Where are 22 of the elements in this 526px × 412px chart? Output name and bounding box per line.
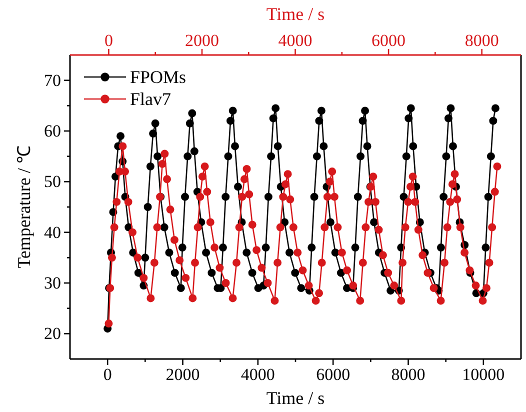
x-tick-label: 6000 <box>316 365 350 384</box>
y-tick-label: 20 <box>44 324 61 344</box>
y-tick-label: 60 <box>44 121 61 140</box>
y-axis-title: Temperature / ℃ <box>14 146 34 268</box>
x-tick-label: 2000 <box>166 365 200 384</box>
legend-label: Flav7 <box>130 89 172 109</box>
x-tick-label: 10000 <box>462 365 505 384</box>
x2-tick-label: 2000 <box>184 31 219 50</box>
x2-tick-label: 4000 <box>278 31 312 50</box>
x-tick-label: 0 <box>103 365 112 384</box>
x-axis-title: Time / s <box>266 388 325 408</box>
legend-label: FPOMs <box>130 67 186 87</box>
y-tick-label: 50 <box>44 172 61 192</box>
x2-tick-label: 6000 <box>372 31 406 50</box>
x-tick-label: 8000 <box>391 365 426 384</box>
y-tick-label: 70 <box>44 70 61 90</box>
x2-tick-label: 0 <box>104 31 113 50</box>
x-tick-label: 4000 <box>240 365 275 384</box>
y-tick-label: 40 <box>44 222 61 242</box>
x2-tick-label: 8000 <box>464 31 499 50</box>
x2-axis-title: Time / s <box>266 4 325 24</box>
y-tick-label: 30 <box>44 273 61 292</box>
